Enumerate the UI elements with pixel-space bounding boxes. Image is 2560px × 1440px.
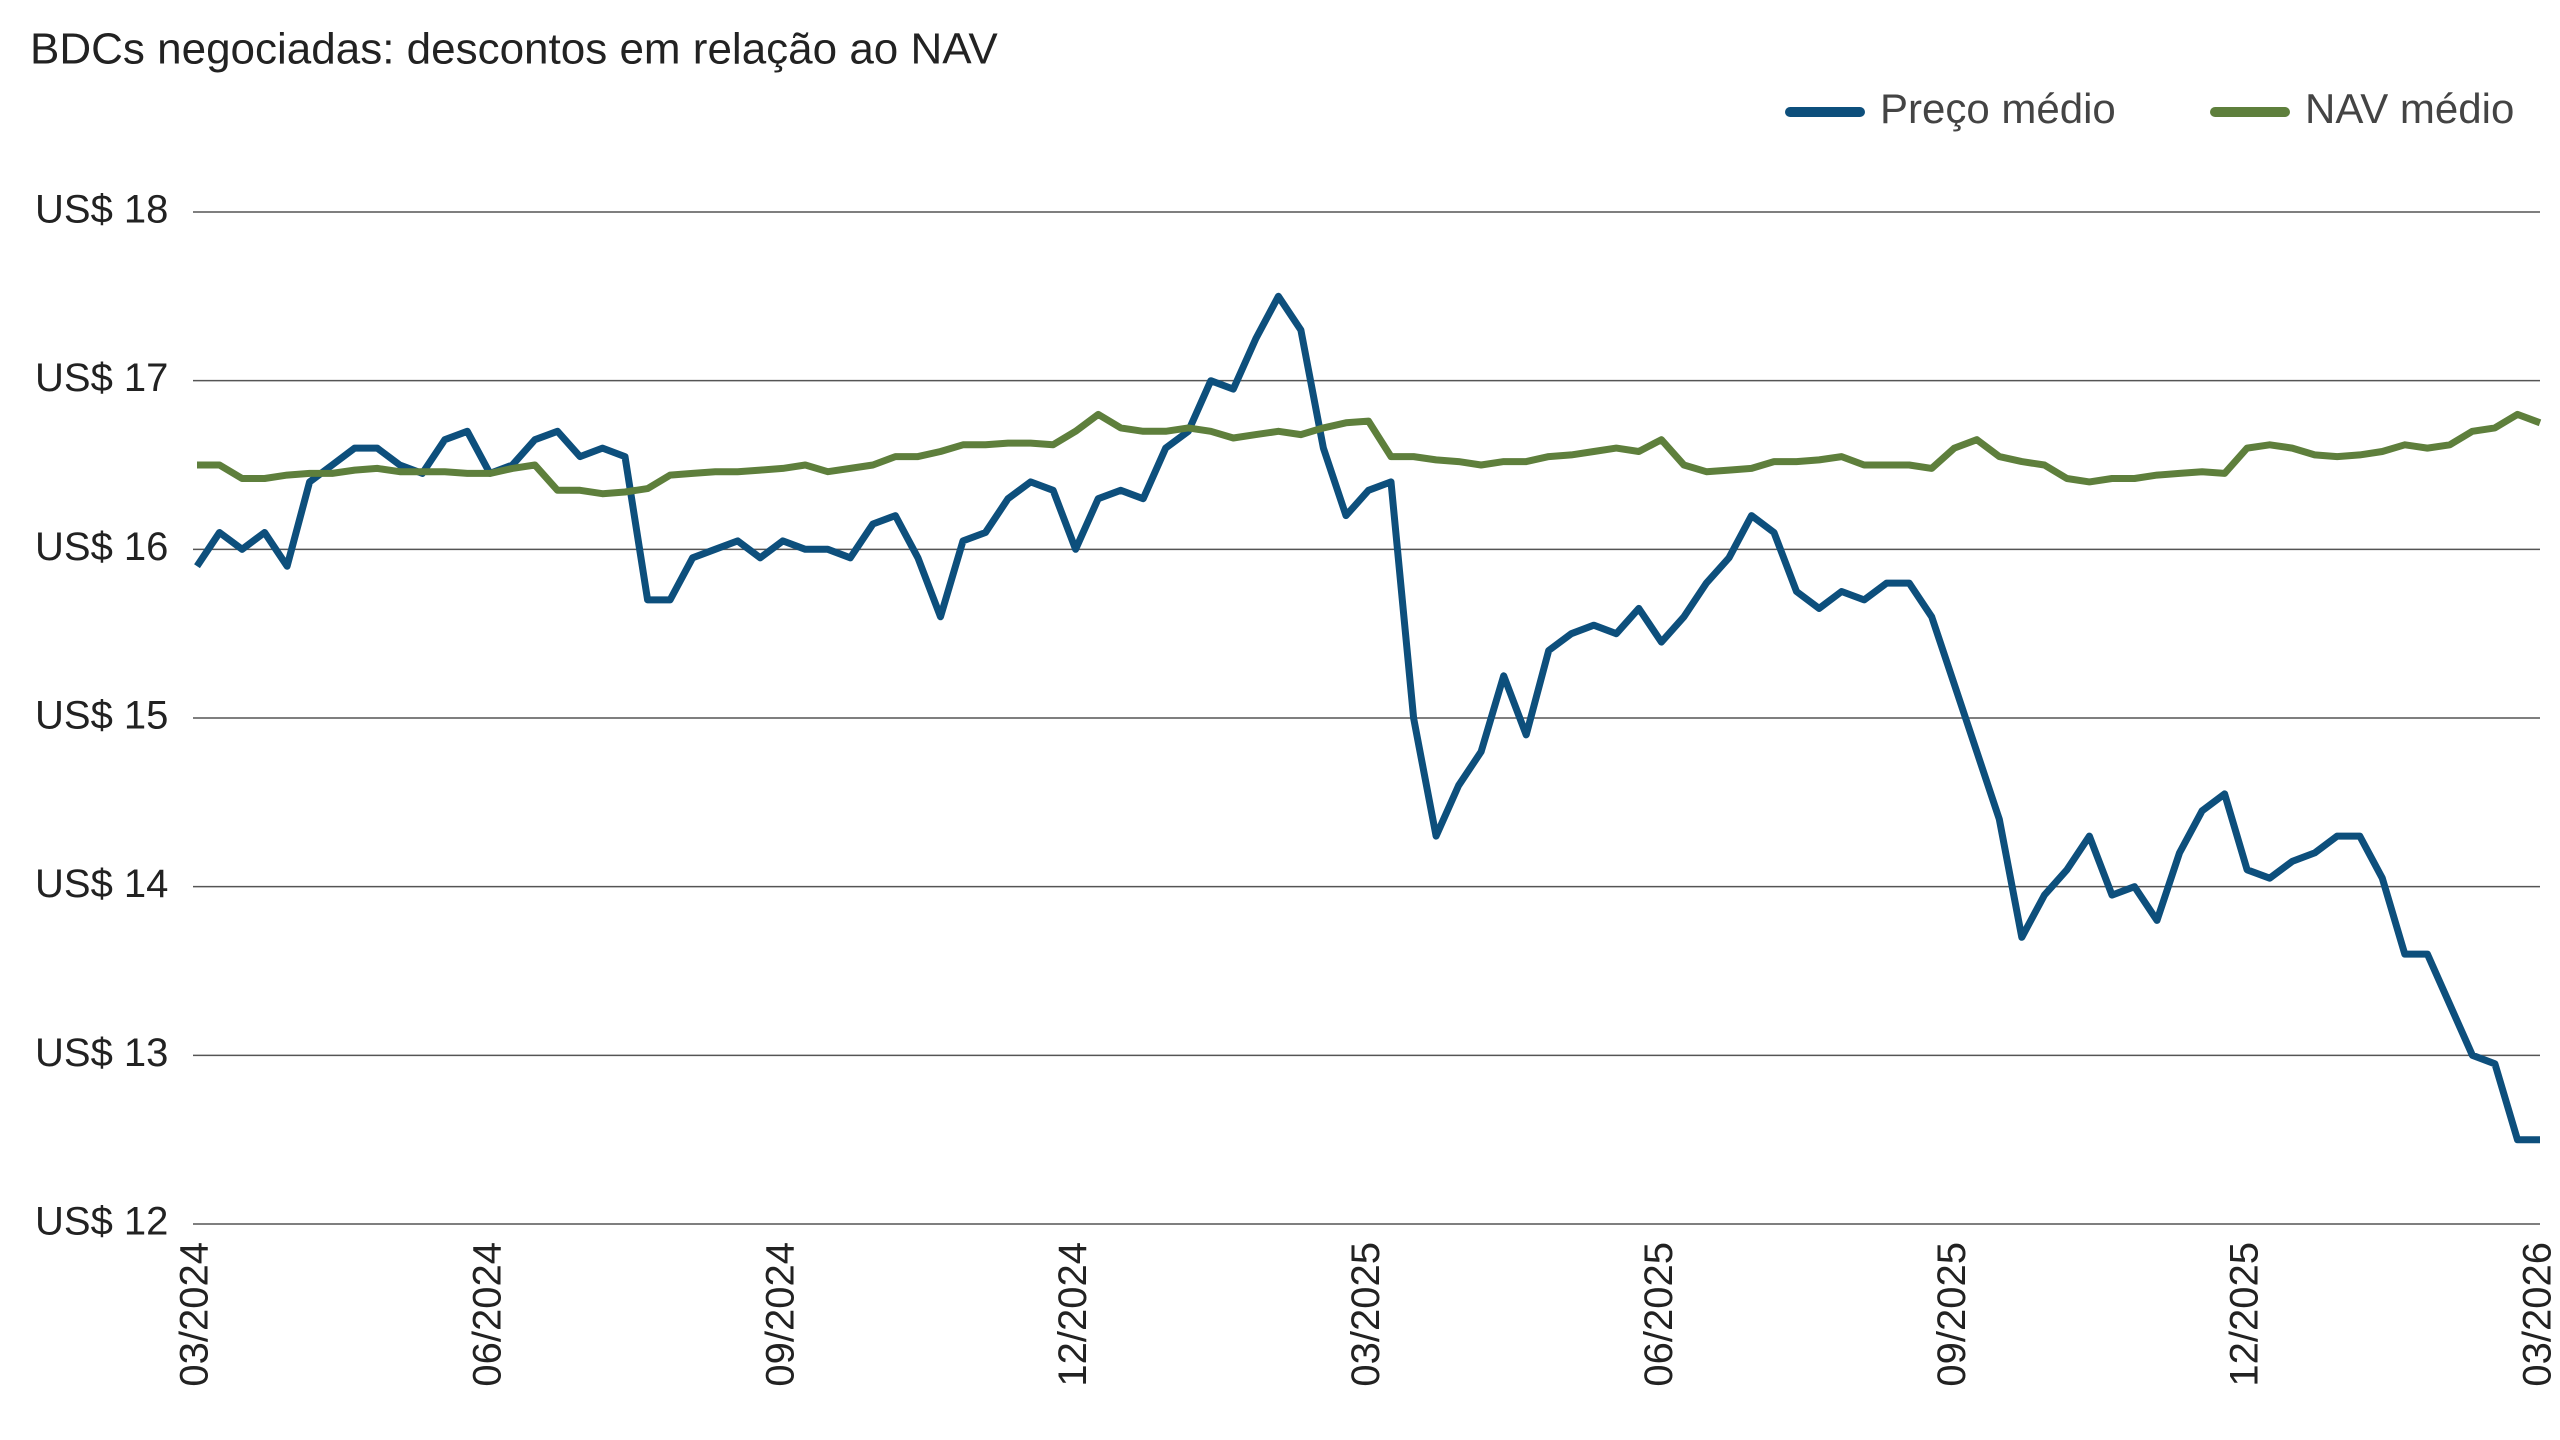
x-tick-label: 12/2025 [2223, 1242, 2267, 1387]
x-tick-label: 12/2024 [1051, 1242, 1095, 1387]
x-tick-label: 09/2025 [1930, 1242, 1974, 1387]
y-tick-label: US$ 15 [35, 694, 168, 738]
x-tick-label: 03/2026 [2516, 1242, 2560, 1387]
y-tick-label: US$ 18 [35, 188, 168, 232]
x-tick-label: 03/2025 [1344, 1242, 1388, 1387]
x-tick-label: 03/2024 [173, 1242, 217, 1387]
x-tick-label: 06/2024 [465, 1242, 509, 1387]
legend-label: Preço médio [1880, 85, 2116, 132]
y-tick-label: US$ 14 [35, 862, 168, 906]
legend-label: NAV médio [2305, 85, 2514, 132]
series-line [194, 292, 2540, 1144]
y-tick-label: US$ 13 [35, 1031, 168, 1075]
y-tick-label: US$ 17 [35, 356, 168, 400]
series-line [197, 410, 2542, 498]
y-tick-label: US$ 16 [35, 525, 168, 569]
x-tick-label: 06/2025 [1637, 1242, 1681, 1387]
chart-title: BDCs negociadas: descontos em relação ao… [30, 25, 998, 74]
x-tick-label: 09/2024 [758, 1242, 802, 1387]
y-tick-label: US$ 12 [35, 1200, 168, 1244]
